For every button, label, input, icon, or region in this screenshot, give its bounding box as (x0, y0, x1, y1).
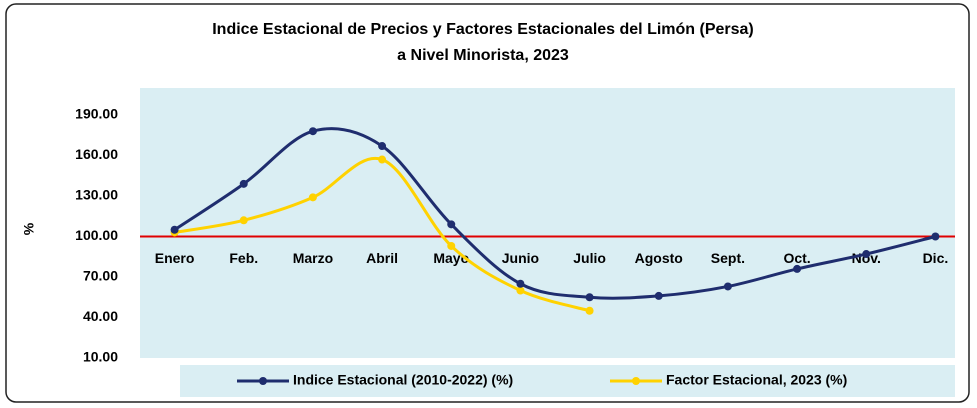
y-tick-label: 40.00 (83, 308, 118, 324)
legend-marker (632, 377, 640, 385)
plot-area (140, 88, 955, 358)
y-tick-label: 160.00 (75, 146, 118, 162)
x-tick-label: Agosto (635, 250, 683, 266)
data-point (516, 279, 525, 288)
legend-marker (259, 377, 267, 385)
data-point (862, 250, 871, 259)
y-axis-label: % (21, 222, 37, 235)
chart-title: Indice Estacional de Precios y Factores … (212, 21, 754, 38)
data-point (308, 127, 317, 136)
y-tick-label: 10.00 (83, 349, 118, 365)
data-point (447, 241, 456, 250)
y-tick-label: 100.00 (75, 227, 118, 243)
x-tick-label: Oct. (783, 250, 810, 266)
data-point (239, 179, 248, 188)
x-tick-label: Marzo (293, 250, 333, 266)
x-tick-label: Abril (366, 250, 398, 266)
x-tick-label: Feb. (229, 250, 258, 266)
data-point (723, 282, 732, 291)
chart-subtitle: a Nivel Minorista, 2023 (397, 47, 569, 64)
y-tick-label: 190.00 (75, 106, 118, 122)
x-tick-label: Sept. (711, 250, 745, 266)
data-point (378, 155, 387, 164)
data-point (378, 142, 387, 151)
data-point (793, 264, 802, 273)
x-tick-label: Enero (155, 250, 195, 266)
data-point (516, 286, 525, 295)
x-tick-label: Julio (573, 250, 606, 266)
x-tick-label: Dic. (923, 250, 949, 266)
y-tick-label: 130.00 (75, 187, 118, 203)
legend-label: Factor Estacional, 2023 (%) (666, 372, 847, 388)
legend-label: Indice Estacional (2010-2022) (%) (293, 372, 513, 388)
data-point (931, 232, 940, 241)
y-tick-label: 70.00 (83, 268, 118, 284)
data-point (585, 306, 594, 315)
data-point (170, 225, 179, 234)
x-tick-label: Junio (502, 250, 539, 266)
data-point (654, 291, 663, 300)
data-point (239, 216, 248, 225)
data-point (447, 220, 456, 229)
data-point (585, 293, 594, 302)
legend-box (180, 365, 955, 397)
data-point (308, 193, 317, 202)
